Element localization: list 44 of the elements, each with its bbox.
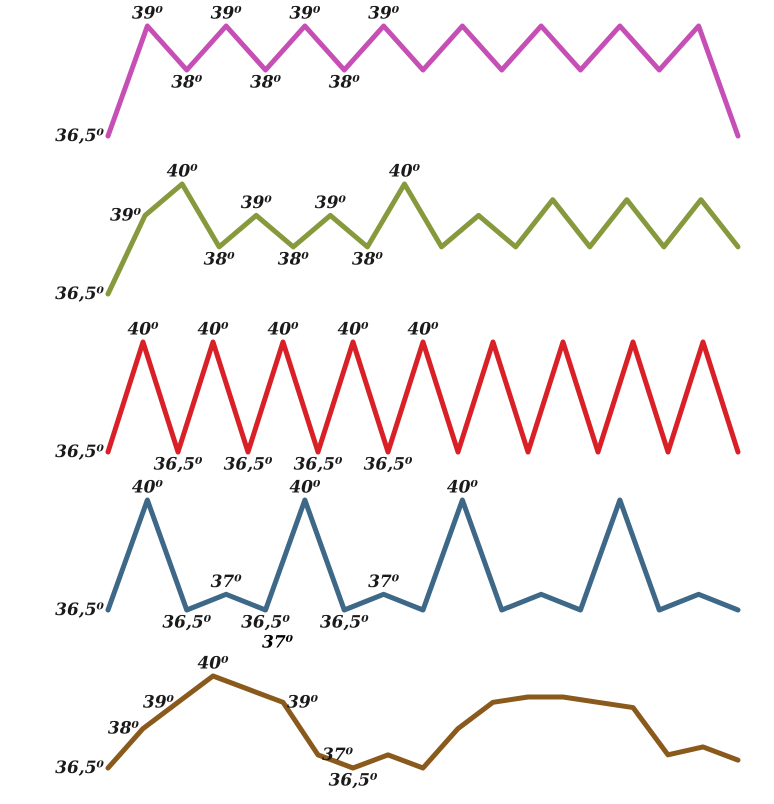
data-label: 37⁰ — [368, 572, 400, 592]
data-label: 36,5⁰ — [154, 454, 203, 474]
data-label: 36,5⁰ — [55, 442, 105, 462]
data-label: 39⁰ — [240, 192, 272, 213]
data-label: 36,5⁰ — [162, 612, 212, 632]
data-label: 36,5⁰ — [241, 612, 290, 632]
data-label: 40⁰ — [407, 320, 440, 340]
data-label: 39⁰ — [132, 4, 164, 24]
data-label: 40⁰ — [267, 320, 300, 340]
data-label: 40⁰ — [197, 320, 230, 340]
data-label: 36,5⁰ — [328, 770, 378, 790]
data-label: 39⁰ — [287, 692, 319, 712]
data-label: 36,5⁰ — [55, 284, 105, 304]
data-label: 38⁰ — [108, 718, 140, 739]
data-label: 40⁰ — [446, 478, 478, 498]
data-label: 40⁰ — [289, 478, 321, 498]
data-label: 36,5⁰ — [55, 126, 105, 146]
data-label: 40⁰ — [127, 320, 160, 340]
data-label: 39⁰ — [368, 4, 400, 24]
data-label: 36,5⁰ — [320, 612, 370, 632]
data-label: 40⁰ — [337, 320, 370, 340]
data-label: 36,5⁰ — [55, 600, 105, 620]
data-label: 39⁰ — [142, 692, 175, 712]
data-label: 38⁰ — [328, 72, 360, 92]
data-label: 36,5⁰ — [55, 758, 105, 778]
data-label: 40⁰ — [197, 654, 230, 674]
data-label: 37⁰ — [210, 572, 242, 592]
data-label: 39⁰ — [289, 4, 321, 24]
text: 37⁰ — [262, 632, 294, 652]
data-label: 36,5⁰ — [364, 454, 413, 474]
data-label: 36,5⁰ — [224, 454, 273, 474]
data-label: 40⁰ — [388, 162, 421, 182]
data-label: 39⁰ — [110, 205, 142, 226]
data-label: 38⁰ — [278, 249, 310, 270]
data-label: 39⁰ — [314, 192, 346, 213]
data-label: 38⁰ — [204, 249, 236, 270]
data-label: 40⁰ — [166, 162, 198, 182]
data-label: 39⁰ — [210, 4, 242, 24]
data-label: 40⁰ — [132, 478, 164, 498]
data-label: 38⁰ — [250, 72, 282, 92]
data-label: 36,5⁰ — [294, 454, 343, 474]
data-label: 38⁰ — [171, 72, 203, 92]
data-label: 38⁰ — [352, 249, 384, 270]
data-label: 37⁰ — [322, 744, 354, 765]
